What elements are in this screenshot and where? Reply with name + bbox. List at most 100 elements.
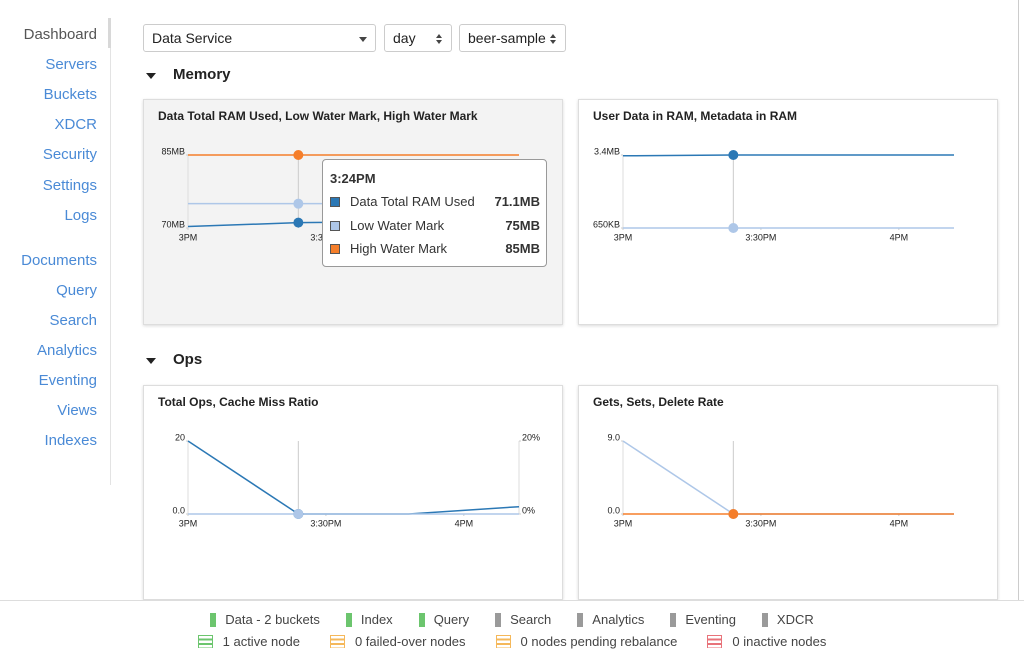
service-status: Index	[345, 612, 393, 627]
chart-panel: Total Ops, Cache Miss Ratio 20 0.0 20% 0% 3PM…	[143, 385, 563, 600]
legend-label: Data Total RAM Used	[350, 194, 475, 209]
hover-dot	[728, 509, 739, 519]
section-title: Ops	[173, 351, 203, 368]
select-arrow	[550, 34, 556, 44]
nav-link[interactable]: Buckets	[43, 86, 97, 104]
service-status: Analytics	[577, 612, 644, 627]
chart: 9.0 0.0 3PM 3:30PM 4PM	[607, 432, 954, 528]
node-icon	[495, 635, 511, 648]
caret-down	[550, 40, 556, 44]
tooltip-row: High Water Mark 85MB	[323, 240, 544, 258]
tooltip-row: Data Total RAM Used 71.1MB	[323, 193, 544, 211]
y-tick-label: 0.0	[172, 505, 185, 515]
node-icon	[197, 635, 213, 648]
nodes-row: 1 active node 0 failed-over nodes 0 nodes …	[0, 634, 1024, 649]
nav-link[interactable]: Query	[56, 281, 97, 299]
caret-up	[550, 34, 556, 38]
collapse-toggle[interactable]	[146, 73, 156, 79]
chart-panel: Gets, Sets, Delete Rate 9.0 0.0 3PM 3:30PM 4P…	[578, 385, 998, 600]
node-status: 0 failed-over nodes	[329, 634, 466, 649]
nav-link[interactable]: XDCR	[54, 116, 97, 134]
x-tick-label: 3PM	[179, 232, 198, 242]
hover-dot	[293, 198, 304, 209]
hover-dot	[293, 509, 304, 519]
chart-title: Data Total RAM Used, Low Water Mark, Hig…	[158, 109, 478, 123]
node-icon	[707, 635, 723, 648]
window-edge	[1018, 0, 1019, 600]
nav-link[interactable]: Documents	[21, 251, 97, 269]
y-tick-label: 70MB	[161, 219, 185, 229]
y2-tick-label: 0%	[522, 505, 535, 515]
status-footer: Data - 2 buckets Index Query Search Analytic…	[0, 600, 1024, 664]
caret-up	[436, 34, 442, 38]
hover-dot	[728, 150, 739, 160]
y-tick-label: 85MB	[161, 146, 185, 156]
tooltip-row: Low Water Mark 75MB	[323, 217, 544, 235]
chart: 3.4MB 650KB 3PM 3:30PM 4PM	[593, 146, 954, 242]
service-status: XDCR	[761, 612, 814, 627]
chart: 20 0.0 20% 0% 3PM 3:30PM 4PM	[172, 432, 540, 528]
node-icon-bar	[197, 639, 213, 644]
nav-link[interactable]: Indexes	[44, 432, 97, 450]
x-tick-label: 3:30PM	[310, 518, 341, 528]
nav-link[interactable]: Servers	[45, 56, 97, 74]
node-icon-bar	[707, 644, 723, 648]
nav-link[interactable]: Search	[49, 311, 97, 329]
node-label: 1 active node	[222, 634, 300, 649]
nav-link[interactable]: Eventing	[38, 372, 97, 390]
tooltip-value: 85MB	[505, 241, 540, 256]
x-tick-label: 3PM	[614, 518, 633, 528]
service-status: Eventing	[670, 612, 736, 627]
hover-dot	[728, 223, 739, 233]
select[interactable]: Data Service	[143, 24, 376, 52]
tooltip-title: 3:24PM	[330, 171, 376, 186]
status-icon	[670, 612, 677, 627]
section-title: Memory	[173, 66, 231, 83]
node-icon-bar	[329, 644, 345, 648]
tooltip-value: 75MB	[505, 217, 540, 233]
node-status: 0 nodes pending rebalance	[495, 634, 678, 649]
nav-link[interactable]: Logs	[64, 206, 97, 224]
node-icon-bar	[707, 635, 723, 640]
chart-title: User Data in RAM, Metadata in RAM	[593, 109, 798, 123]
collapse-toggle[interactable]	[146, 358, 156, 364]
select[interactable]: beer-sample	[459, 24, 566, 52]
service-label: Index	[360, 612, 393, 627]
nav-link[interactable]: Dashboard	[23, 26, 97, 43]
service-label: Query	[433, 612, 470, 627]
nav-link[interactable]: Analytics	[36, 342, 97, 359]
tooltip-value: 71.1MB	[494, 194, 540, 209]
x-tick-label: 3:30PM	[745, 232, 776, 242]
node-label: 0 inactive nodes	[732, 634, 827, 649]
x-tick-label: 3:30PM	[745, 518, 776, 528]
series-line	[622, 440, 954, 515]
hover-dot	[293, 217, 304, 228]
legend-swatch	[330, 197, 340, 207]
x-tick-label: 4PM	[455, 518, 474, 528]
service-status: Data - 2 buckets	[210, 612, 320, 627]
select[interactable]: day	[384, 24, 452, 52]
y-tick-label: 9.0	[607, 432, 620, 442]
y-tick-label: 650KB	[593, 219, 620, 229]
nav-link[interactable]: Security	[42, 146, 97, 164]
nav-link[interactable]: Views	[57, 402, 97, 420]
series-line	[622, 154, 954, 157]
legend-label: High Water Mark	[350, 241, 448, 256]
chart-panel: Data Total RAM Used, Low Water Mark, Hig…	[143, 99, 563, 325]
node-icon-bar	[329, 639, 345, 644]
status-icon	[418, 612, 425, 627]
y-tick-label: 0.0	[607, 505, 620, 515]
nav-link[interactable]: Settings	[42, 176, 97, 194]
series-line	[187, 440, 520, 515]
node-label: 0 nodes pending rebalance	[520, 634, 678, 649]
select-value: day	[393, 30, 416, 46]
service-status: Query	[418, 612, 470, 627]
node-icon	[329, 635, 345, 648]
select-value: beer-sample	[468, 30, 546, 46]
status-icon	[577, 612, 584, 627]
status-icon	[761, 612, 768, 627]
tooltip: 3:24PM Data Total RAM Used 71.1MB Low Water…	[322, 159, 547, 267]
node-status: 1 active node	[197, 634, 300, 649]
node-icon-bar	[707, 639, 723, 644]
